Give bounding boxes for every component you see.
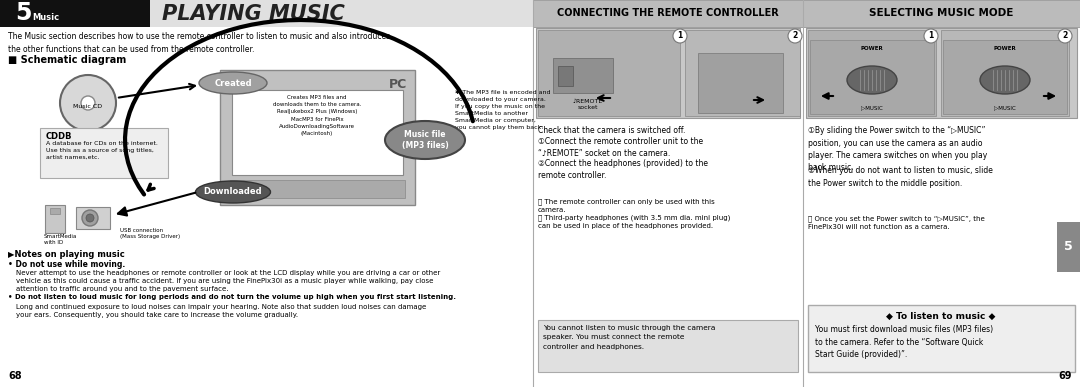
Text: ①By sliding the Power switch to the “▷MUSIC”
position, you can use the camera as: ①By sliding the Power switch to the “▷MU… <box>808 126 987 173</box>
Bar <box>810 40 934 114</box>
Text: ◆ To listen to music ◆: ◆ To listen to music ◆ <box>887 312 996 321</box>
Bar <box>806 28 1077 118</box>
Text: ②When you do not want to listen to music, slide
the Power switch to the middle p: ②When you do not want to listen to music… <box>808 166 993 187</box>
Bar <box>40 128 168 178</box>
Bar <box>0 0 150 27</box>
Text: Long and continued exposure to loud noises can impair your hearing. Note also th: Long and continued exposure to loud nois… <box>16 304 427 318</box>
Bar <box>230 180 405 198</box>
Text: Music CD: Music CD <box>73 103 103 108</box>
Bar <box>553 58 613 93</box>
Bar <box>941 30 1069 116</box>
Bar <box>534 0 804 27</box>
Text: ⓘ Once you set the Power switch to “▷MUSIC”, the
FinePix30i will not function as: ⓘ Once you set the Power switch to “▷MUS… <box>808 215 985 230</box>
Text: PLAYING MUSIC: PLAYING MUSIC <box>162 3 345 24</box>
Circle shape <box>60 75 116 131</box>
Text: You cannot listen to music through the camera
speaker. You must connect the remo: You cannot listen to music through the c… <box>543 325 715 349</box>
Text: 1: 1 <box>677 31 683 41</box>
Text: A database for CDs on the internet.
Use this as a source of song titles,
artist : A database for CDs on the internet. Use … <box>46 141 158 159</box>
Text: 69: 69 <box>1058 371 1072 381</box>
Bar <box>536 28 800 118</box>
Text: CDDB: CDDB <box>46 132 72 141</box>
Bar <box>538 320 798 372</box>
Text: CONNECTING THE REMOTE CONTROLLER: CONNECTING THE REMOTE CONTROLLER <box>557 9 779 19</box>
Text: 2: 2 <box>1063 31 1068 41</box>
Text: ■ Schematic diagram: ■ Schematic diagram <box>8 55 126 65</box>
Bar <box>685 30 800 116</box>
Text: POWER: POWER <box>994 46 1016 51</box>
Circle shape <box>788 29 802 43</box>
Bar <box>150 0 534 27</box>
Bar <box>943 40 1067 114</box>
Text: ♪REMOTE
socket: ♪REMOTE socket <box>572 99 603 110</box>
Text: Check that the camera is switched off.: Check that the camera is switched off. <box>538 126 686 135</box>
Text: • Do not listen to loud music for long periods and do not turn the volume up hig: • Do not listen to loud music for long p… <box>8 294 456 300</box>
Ellipse shape <box>847 66 897 94</box>
Bar <box>538 30 680 116</box>
Circle shape <box>924 29 939 43</box>
Bar <box>808 305 1075 372</box>
Text: Music file
(MP3 files): Music file (MP3 files) <box>402 130 448 150</box>
Text: • Do not use while moving.: • Do not use while moving. <box>8 260 125 269</box>
Text: Downloaded: Downloaded <box>204 187 262 197</box>
Circle shape <box>86 214 94 222</box>
Text: POWER: POWER <box>861 46 883 51</box>
Bar <box>50 208 60 214</box>
Text: You must first download music files (MP3 files)
to the camera. Refer to the “Sof: You must first download music files (MP3… <box>815 325 994 359</box>
Bar <box>1057 222 1080 272</box>
Text: Creates MP3 files and
downloads them to the camera.
RealJukebox2 Plus (Windows)
: Creates MP3 files and downloads them to … <box>273 95 361 136</box>
Text: 2: 2 <box>793 31 798 41</box>
Ellipse shape <box>980 66 1030 94</box>
Circle shape <box>673 29 687 43</box>
Text: ⓘ Third-party headphones (with 3.5 mm dia. mini plug)
can be used in place of th: ⓘ Third-party headphones (with 3.5 mm di… <box>538 214 730 229</box>
Text: Never attempt to use the headphones or remote controller or look at the LCD disp: Never attempt to use the headphones or r… <box>16 270 441 293</box>
Bar <box>558 66 573 86</box>
Circle shape <box>81 96 95 110</box>
Text: 5: 5 <box>15 2 31 26</box>
Text: The Music section describes how to use the remote controller to listen to music : The Music section describes how to use t… <box>8 32 390 54</box>
Circle shape <box>82 210 98 226</box>
Text: SmartMedia
with ID: SmartMedia with ID <box>44 234 78 245</box>
Text: 5: 5 <box>1064 240 1072 253</box>
Circle shape <box>1058 29 1072 43</box>
Ellipse shape <box>195 181 270 203</box>
Bar <box>698 53 783 113</box>
Ellipse shape <box>199 72 267 94</box>
Text: USB connection
(Mass Storage Driver): USB connection (Mass Storage Driver) <box>120 228 180 239</box>
Bar <box>76 207 110 229</box>
Text: ⓘ The remote controller can only be used with this
camera.: ⓘ The remote controller can only be used… <box>538 198 715 213</box>
Text: ▶Notes on playing music: ▶Notes on playing music <box>8 250 125 259</box>
Text: ①Connect the remote controller unit to the
“♪REMOTE” socket on the camera.: ①Connect the remote controller unit to t… <box>538 137 703 159</box>
Bar <box>804 0 1080 27</box>
Text: SELECTING MUSIC MODE: SELECTING MUSIC MODE <box>868 9 1013 19</box>
Text: 68: 68 <box>8 371 22 381</box>
Text: 1: 1 <box>929 31 933 41</box>
Bar <box>808 30 936 116</box>
Bar <box>232 90 403 175</box>
Ellipse shape <box>384 121 465 159</box>
Text: ▷MUSIC: ▷MUSIC <box>994 106 1016 111</box>
Bar <box>45 205 65 233</box>
Bar <box>220 70 415 205</box>
Text: ✱ The MP3 file is encoded and
downloaded to your camera.
If you copy the music o: ✱ The MP3 file is encoded and downloaded… <box>455 90 551 130</box>
Text: Created: Created <box>214 79 252 87</box>
Text: ▷MUSIC: ▷MUSIC <box>861 106 882 111</box>
Text: PC: PC <box>389 78 407 91</box>
Text: ②Connect the headphones (provided) to the
remote controller.: ②Connect the headphones (provided) to th… <box>538 159 708 180</box>
Text: Music: Music <box>32 12 59 22</box>
